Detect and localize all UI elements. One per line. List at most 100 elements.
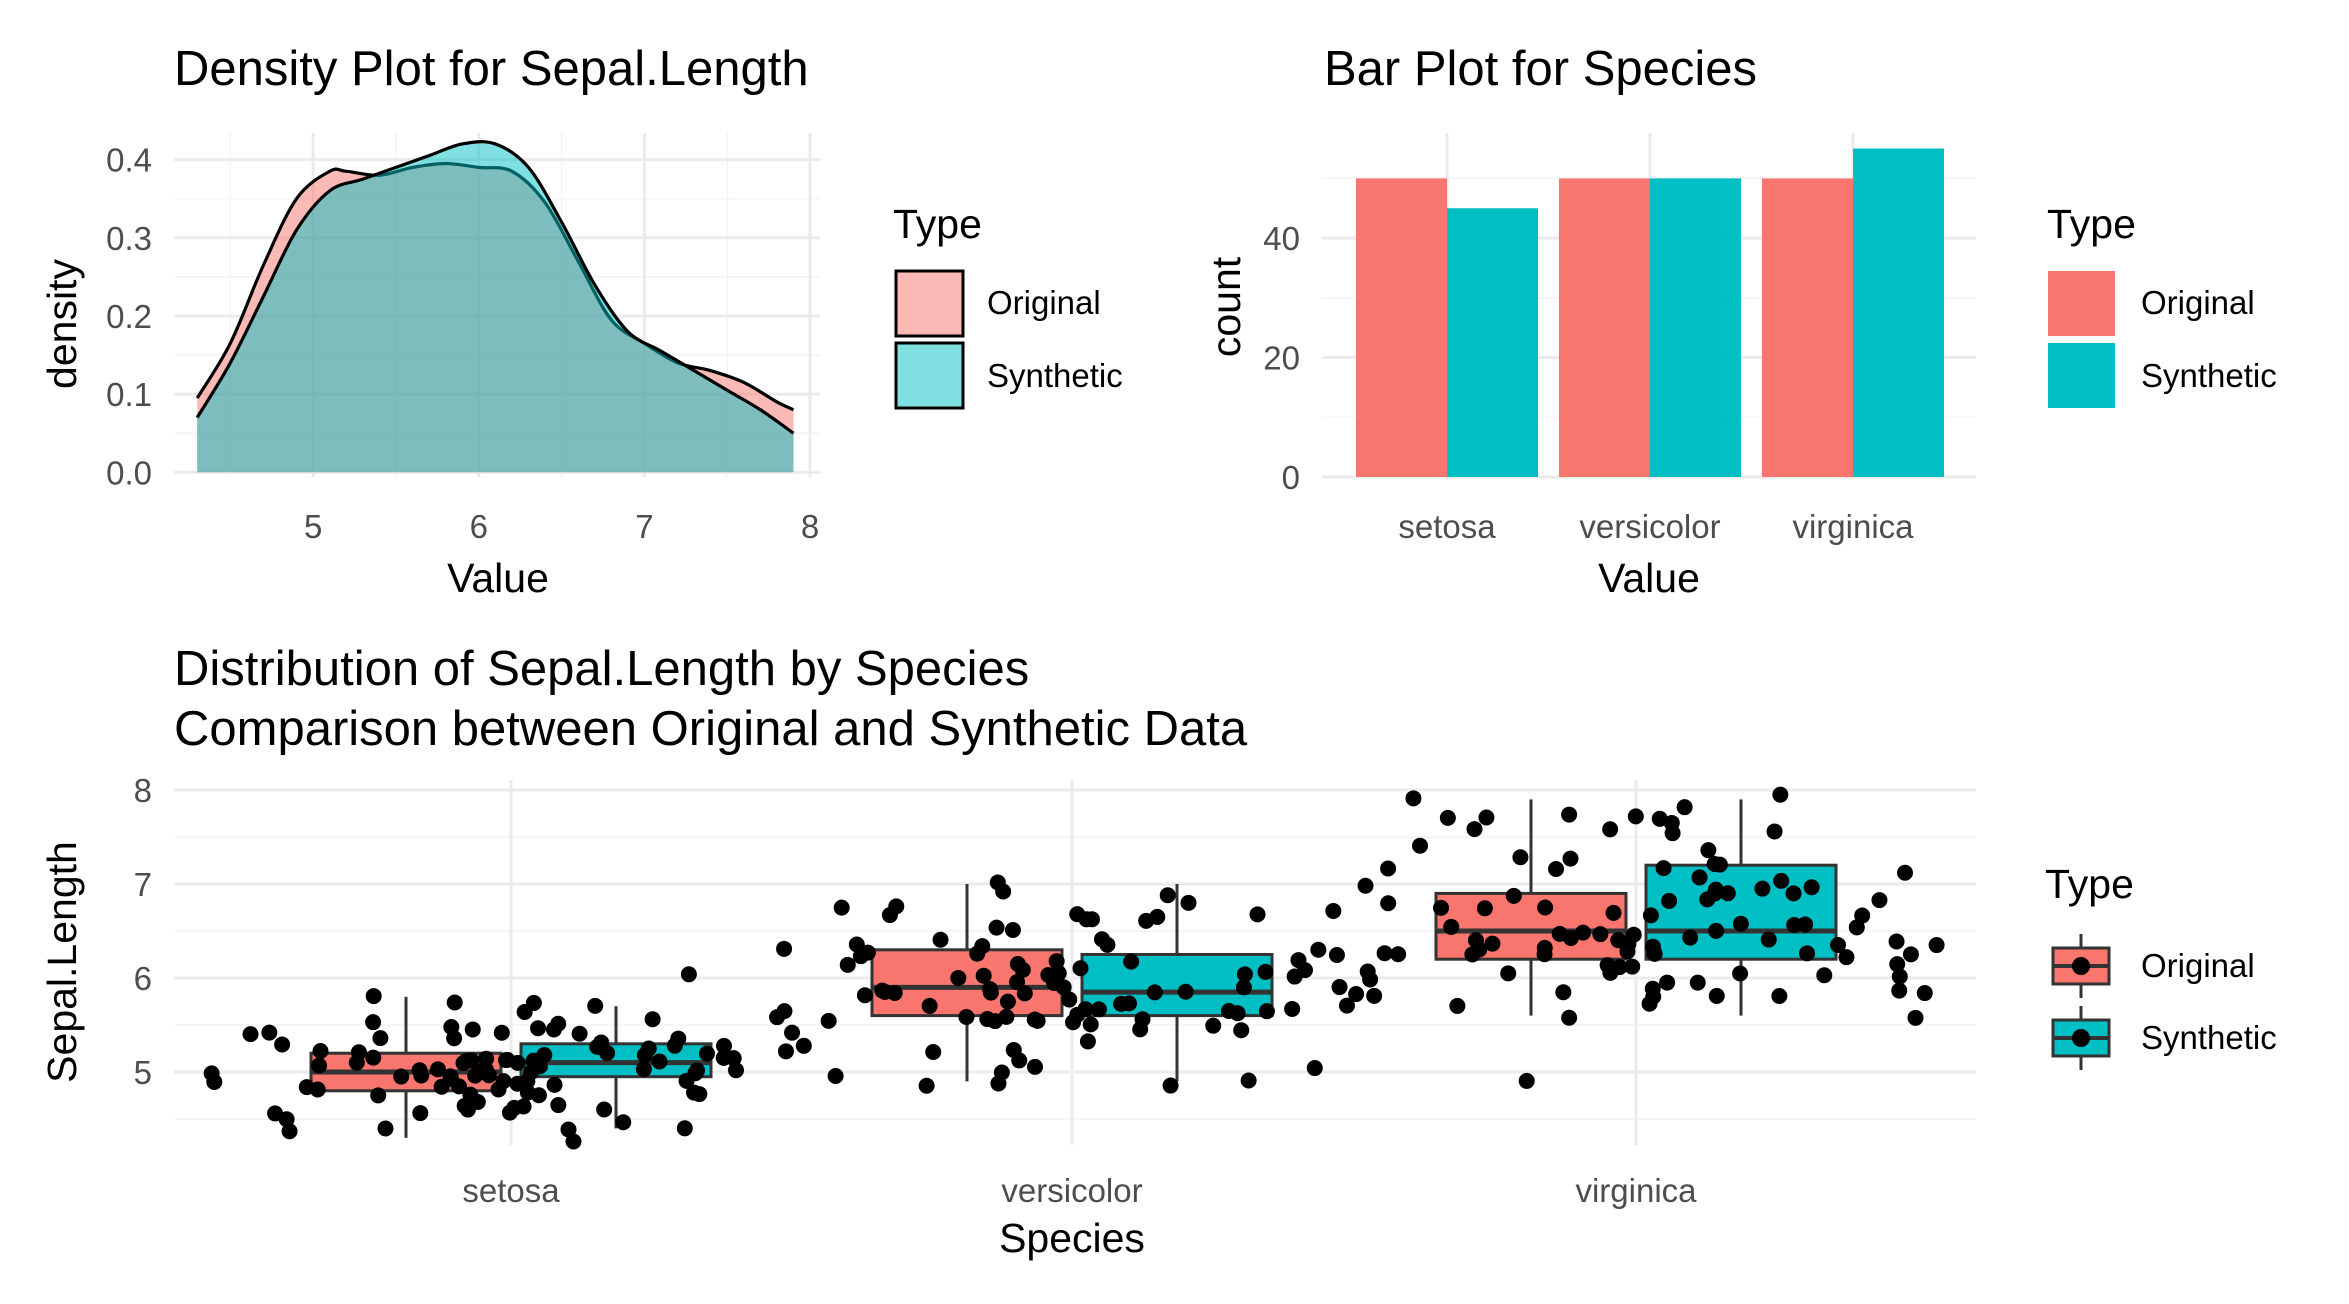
jitter-point-versicolor-synthetic xyxy=(990,1075,1007,1092)
boxplot-subtitle: Comparison between Original and Syntheti… xyxy=(174,702,1248,756)
jitter-point-versicolor-synthetic xyxy=(974,938,991,955)
jitter-point-virginica-synthetic xyxy=(1719,885,1736,902)
jitter-point-setosa-synthetic xyxy=(571,1025,588,1042)
jitter-point-setosa-synthetic xyxy=(545,1021,562,1038)
jitter-point-setosa-original xyxy=(365,1014,382,1031)
jitter-point-virginica-original xyxy=(1380,895,1397,912)
jitter-point-virginica-synthetic xyxy=(1902,946,1919,963)
jitter-point-versicolor-original xyxy=(888,898,905,915)
jitter-point-virginica-original xyxy=(1484,935,1501,952)
jitter-point-setosa-synthetic xyxy=(446,1030,463,1047)
jitter-point-virginica-original xyxy=(1476,900,1493,917)
box-y-tick-label: 6 xyxy=(134,960,152,997)
bar-legend-label-synthetic: Synthetic xyxy=(2141,357,2277,394)
jitter-point-virginica-original xyxy=(1561,1009,1578,1026)
jitter-point-virginica-synthetic xyxy=(1766,823,1783,840)
box-versicolor-original xyxy=(870,948,1064,1018)
jitter-point-setosa-synthetic xyxy=(644,1011,661,1028)
jitter-point-versicolor-original xyxy=(874,982,891,999)
jitter-point-virginica-synthetic xyxy=(1760,931,1777,948)
jitter-point-setosa-original xyxy=(274,1036,291,1053)
jitter-point-setosa-synthetic xyxy=(795,1037,812,1054)
jitter-point-setosa-synthetic xyxy=(459,1101,476,1118)
jitter-point-versicolor-original xyxy=(932,931,949,948)
jitter-point-setosa-synthetic xyxy=(728,1062,745,1079)
bar-original-setosa xyxy=(1356,178,1447,477)
jitter-point-virginica-synthetic xyxy=(1797,916,1814,933)
jitter-point-versicolor-synthetic xyxy=(1229,1005,1246,1022)
jitter-point-versicolor-original xyxy=(827,1067,844,1084)
jitter-point-versicolor-synthetic xyxy=(1257,963,1274,980)
jitter-point-setosa-original xyxy=(281,1123,298,1140)
jitter-point-virginica-original xyxy=(1449,997,1466,1014)
bar-plot-title: Bar Plot for Species xyxy=(1324,42,1757,96)
boxplot-legend-label-synthetic: Synthetic xyxy=(2141,1019,2277,1056)
bar-legend-title: Type xyxy=(2047,201,2136,247)
jitter-point-versicolor-synthetic xyxy=(1061,991,1078,1008)
jitter-point-versicolor-synthetic xyxy=(1306,1060,1323,1077)
bar-legend-key-original xyxy=(2048,271,2115,336)
jitter-point-versicolor-original xyxy=(886,984,903,1001)
jitter-point-setosa-synthetic xyxy=(522,1064,539,1081)
bar-plot-legend: Type Original Synthetic xyxy=(2047,201,2277,408)
box-y-tick-label: 8 xyxy=(134,772,152,809)
jitter-point-versicolor-synthetic xyxy=(1284,1000,1301,1017)
jitter-point-virginica-original xyxy=(1651,810,1668,827)
jitter-point-virginica-original xyxy=(1627,808,1644,825)
jitter-point-versicolor-original xyxy=(958,1008,975,1025)
jitter-point-virginica-synthetic xyxy=(1711,856,1728,873)
jitter-point-virginica-original xyxy=(1471,941,1488,958)
box-x-tick-label: versicolor xyxy=(1001,1172,1142,1209)
density-x-tick-label: 8 xyxy=(801,508,819,545)
jitter-point-versicolor-synthetic xyxy=(1331,979,1348,996)
jitter-point-virginica-original xyxy=(1551,925,1568,942)
jitter-point-virginica-synthetic xyxy=(1773,872,1790,889)
legend-point-original xyxy=(2072,957,2090,975)
jitter-point-virginica-original xyxy=(1537,899,1554,916)
density-y-tick-label: 0.3 xyxy=(106,220,152,257)
jitter-point-setosa-synthetic xyxy=(686,1084,703,1101)
jitter-point-setosa-original xyxy=(350,1044,367,1061)
bar-plot-y-ticks: 0 20 40 xyxy=(1263,220,1300,496)
jitter-point-virginica-original xyxy=(1439,809,1456,826)
bar-y-tick-label: 0 xyxy=(1282,459,1300,496)
jitter-point-setosa-synthetic xyxy=(550,1097,567,1114)
jitter-point-setosa-original xyxy=(370,1087,387,1104)
jitter-point-versicolor-original xyxy=(918,1077,935,1094)
boxplot-title: Distribution of Sepal.Length by Species xyxy=(174,642,1029,696)
jitter-point-virginica-original xyxy=(1691,869,1708,886)
bar-legend-label-original: Original xyxy=(2141,284,2255,321)
jitter-point-virginica-synthetic xyxy=(1803,879,1820,896)
jitter-point-versicolor-original xyxy=(1072,960,1089,977)
jitter-point-versicolor-original xyxy=(839,956,856,973)
jitter-point-virginica-original xyxy=(1478,809,1495,826)
bar-original-virginica xyxy=(1762,178,1853,477)
density-plot-x-ticks: 5 6 7 8 xyxy=(304,508,819,545)
boxplot-legend-key-synthetic xyxy=(2051,1006,2111,1070)
jitter-point-versicolor-synthetic xyxy=(1162,1077,1179,1094)
jitter-point-virginica-synthetic xyxy=(1644,980,1661,997)
bar-x-tick-label: versicolor xyxy=(1579,508,1720,545)
density-y-tick-label: 0.0 xyxy=(106,454,152,491)
jitter-point-versicolor-original xyxy=(1069,906,1086,923)
jitter-point-versicolor-original xyxy=(925,1043,942,1060)
jitter-point-versicolor-synthetic xyxy=(1357,877,1374,894)
jitter-point-setosa-original xyxy=(365,988,382,1005)
bar-y-tick-label: 20 xyxy=(1263,340,1300,377)
jitter-point-versicolor-original xyxy=(1004,922,1021,939)
jitter-point-virginica-original xyxy=(1376,945,1393,962)
jitter-point-setosa-synthetic xyxy=(495,1073,512,1090)
jitter-point-versicolor-original xyxy=(1082,1016,1099,1033)
jitter-point-virginica-original xyxy=(1548,860,1565,877)
jitter-point-versicolor-synthetic xyxy=(1338,997,1355,1014)
jitter-point-virginica-synthetic xyxy=(1641,995,1658,1012)
jitter-point-setosa-synthetic xyxy=(509,1075,526,1092)
jitter-point-virginica-synthetic xyxy=(1575,924,1592,941)
jitter-point-versicolor-synthetic xyxy=(1093,931,1110,948)
density-plot-y-ticks: 0.0 0.1 0.2 0.3 0.4 xyxy=(106,142,152,492)
jitter-point-versicolor-synthetic xyxy=(1366,987,1383,1004)
density-area-synthetic xyxy=(197,141,794,473)
jitter-point-setosa-synthetic xyxy=(506,1099,523,1116)
jitter-point-setosa-synthetic xyxy=(411,1062,428,1079)
